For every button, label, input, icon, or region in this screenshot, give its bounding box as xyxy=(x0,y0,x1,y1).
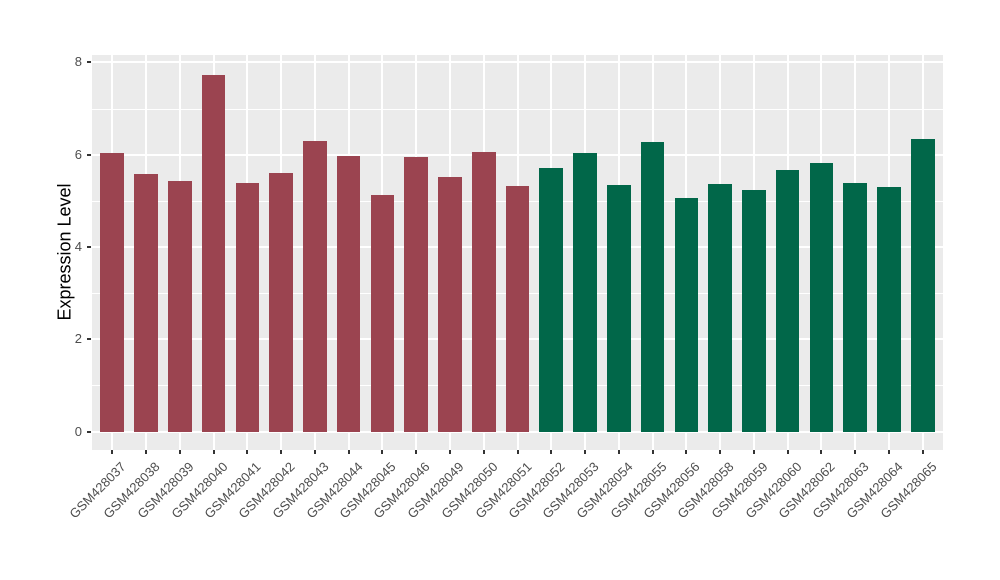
x-tick-mark xyxy=(111,450,114,454)
bar xyxy=(708,183,732,432)
minor-gridline xyxy=(92,108,943,110)
y-tick-label: 8 xyxy=(74,54,82,70)
bar xyxy=(742,189,766,432)
x-tick-mark xyxy=(550,450,553,454)
bar xyxy=(910,139,935,432)
bar xyxy=(370,194,395,432)
bar xyxy=(640,142,665,432)
bar xyxy=(606,184,631,432)
x-tick-mark xyxy=(381,450,384,454)
y-tick-label: 4 xyxy=(74,238,82,254)
x-tick-mark xyxy=(719,450,722,454)
x-tick-mark xyxy=(178,450,181,454)
bar xyxy=(471,152,496,432)
bar xyxy=(505,186,530,432)
x-tick-mark xyxy=(516,450,519,454)
bar xyxy=(775,170,800,432)
bar xyxy=(336,155,361,432)
x-tick-mark xyxy=(347,450,350,454)
x-tick-mark xyxy=(854,450,857,454)
x-tick-mark xyxy=(685,450,688,454)
bar xyxy=(269,172,293,432)
bar xyxy=(235,183,260,432)
y-tick-label: 2 xyxy=(74,331,82,347)
x-tick-mark xyxy=(786,450,789,454)
major-gridline xyxy=(92,430,943,433)
major-gridline xyxy=(92,153,943,156)
x-tick-mark xyxy=(212,450,215,454)
x-tick-mark xyxy=(651,450,654,454)
y-tick-mark xyxy=(87,430,91,433)
bar xyxy=(539,167,564,432)
x-tick-mark xyxy=(820,450,823,454)
bar xyxy=(100,153,125,432)
x-tick-mark xyxy=(482,450,485,454)
bar xyxy=(438,176,462,432)
y-tick-mark xyxy=(87,153,91,156)
bar xyxy=(674,198,699,432)
bar xyxy=(809,162,834,432)
bar xyxy=(877,186,901,432)
y-tick-mark xyxy=(87,338,91,341)
bar xyxy=(167,180,192,432)
x-tick-mark xyxy=(280,450,283,454)
bar xyxy=(303,140,327,432)
bar xyxy=(201,74,226,432)
y-tick-label: 0 xyxy=(74,423,82,439)
y-tick-mark xyxy=(87,61,91,64)
x-tick-mark xyxy=(752,450,755,454)
x-tick-mark xyxy=(448,450,451,454)
x-tick-mark xyxy=(415,450,418,454)
bar xyxy=(843,183,867,432)
y-tick-label: 6 xyxy=(74,146,82,162)
x-tick-mark xyxy=(313,450,316,454)
x-tick-mark xyxy=(145,450,148,454)
x-tick-mark xyxy=(246,450,249,454)
x-tick-mark xyxy=(887,450,890,454)
y-tick-mark xyxy=(87,245,91,248)
major-gridline xyxy=(92,61,943,64)
bar xyxy=(134,173,158,432)
x-tick-mark xyxy=(617,450,620,454)
bar xyxy=(573,153,597,432)
plot-panel xyxy=(92,55,943,450)
x-tick-mark xyxy=(584,450,587,454)
x-tick-mark xyxy=(921,450,924,454)
bar xyxy=(404,156,428,432)
